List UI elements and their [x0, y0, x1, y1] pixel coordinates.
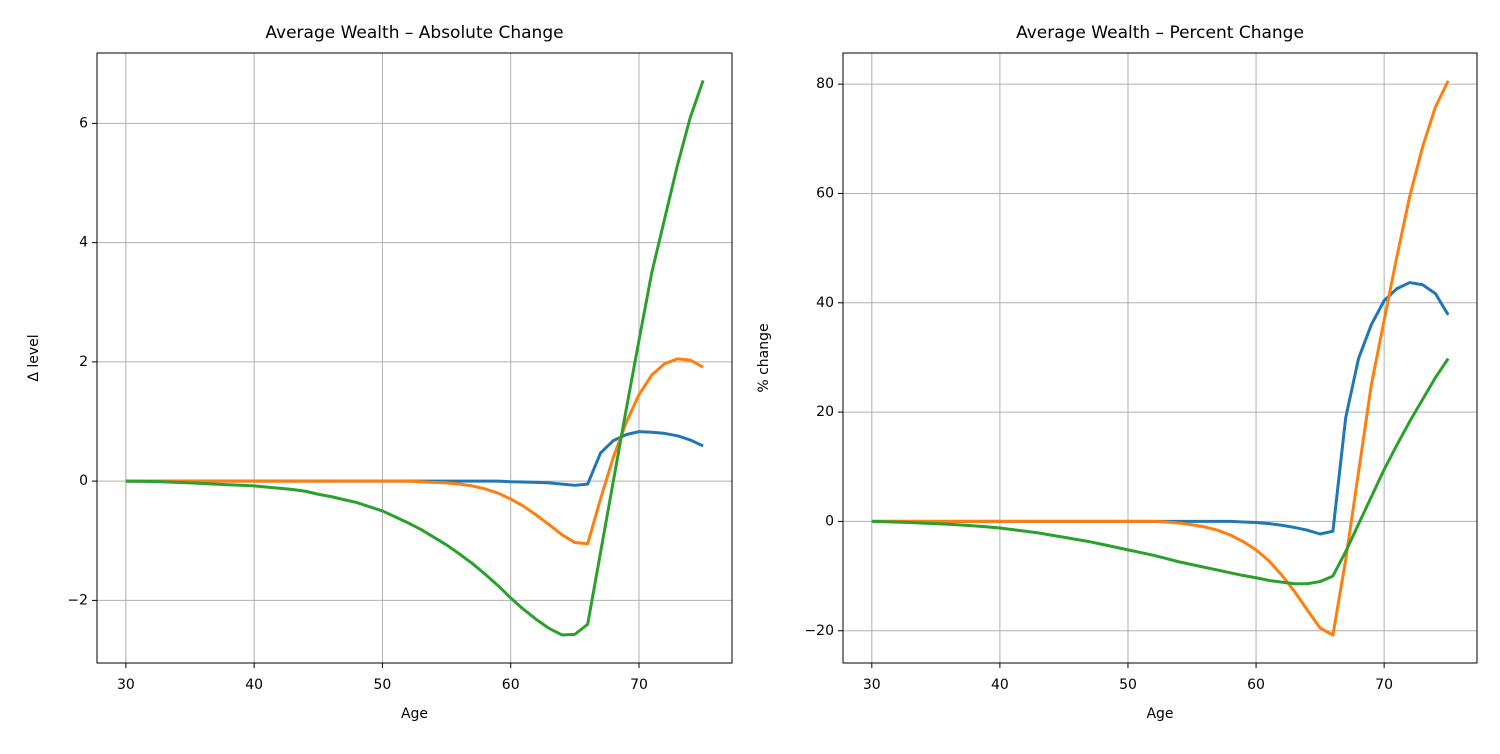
y-tick-label: 0 — [825, 513, 834, 529]
x-tick-label: 70 — [1375, 677, 1393, 693]
axes-frame — [842, 52, 1478, 664]
y-tick-label: 60 — [816, 185, 834, 201]
series-line — [125, 357, 704, 546]
y-tick-label: 40 — [816, 295, 834, 311]
axes-frame — [96, 52, 733, 664]
y-tick-label: 0 — [79, 473, 88, 489]
y-axis-label: % change — [756, 323, 772, 392]
series-line — [871, 281, 1450, 536]
series-line — [871, 80, 1450, 637]
y-tick-label: −2 — [67, 592, 88, 608]
series-line — [871, 357, 1450, 586]
x-tick-label: 60 — [1247, 677, 1265, 693]
y-tick-label: 80 — [816, 76, 834, 92]
x-axis-label: Age — [401, 706, 428, 722]
x-axis-label: Age — [1146, 706, 1173, 722]
x-tick-label: 60 — [502, 677, 520, 693]
x-tick-label: 30 — [863, 677, 881, 693]
x-tick-label: 40 — [991, 677, 1009, 693]
x-tick-label: 30 — [117, 677, 135, 693]
y-tick-label: 20 — [816, 404, 834, 420]
y-axis-label: Δ level — [26, 334, 42, 381]
x-tick-label: 50 — [374, 677, 392, 693]
x-tick-label: 40 — [245, 677, 263, 693]
y-tick-label: 6 — [79, 115, 88, 131]
chart-title: Average Wealth – Percent Change — [1016, 23, 1304, 43]
x-tick-label: 70 — [630, 677, 648, 693]
x-tick-label: 50 — [1119, 677, 1137, 693]
chart-title: Average Wealth – Absolute Change — [265, 23, 563, 43]
series-line — [125, 79, 705, 637]
y-tick-label: 2 — [79, 354, 88, 370]
y-tick-label: 4 — [79, 235, 88, 251]
y-tick-label: −20 — [804, 623, 834, 639]
